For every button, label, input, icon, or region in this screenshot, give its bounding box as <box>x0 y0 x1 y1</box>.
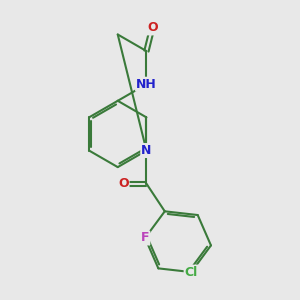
Text: Cl: Cl <box>185 266 198 279</box>
Text: O: O <box>147 21 158 34</box>
Text: N: N <box>141 144 152 157</box>
Text: O: O <box>118 177 129 190</box>
Text: NH: NH <box>136 78 157 91</box>
Text: F: F <box>141 232 149 244</box>
